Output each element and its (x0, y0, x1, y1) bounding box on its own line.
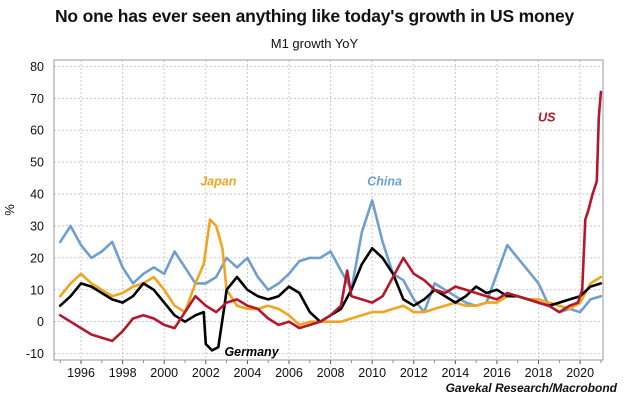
x-tick-label: 1996 (67, 366, 95, 380)
x-tick-label: 2010 (358, 366, 386, 380)
series-line-germany (58, 247, 603, 352)
x-tick-label: 2008 (317, 366, 345, 380)
x-tick-label: 2018 (525, 366, 553, 380)
y-tick-label: 50 (30, 156, 44, 170)
y-tick-label: 60 (30, 124, 44, 138)
x-tick-label: 2020 (566, 366, 594, 380)
y-tick-label: 70 (30, 92, 44, 106)
plot-border (53, 59, 604, 361)
y-tick-label: 20 (30, 251, 44, 265)
series-lines (58, 90, 603, 352)
y-tick-labels: -10 0 10 20 30 40 50 60 70 80 (26, 60, 44, 361)
series-line-us (58, 90, 603, 343)
series-labels: Japan China US Germany (200, 110, 556, 359)
plot-frame (53, 59, 604, 364)
label-japan: Japan (200, 174, 236, 188)
x-tick-label: 2012 (400, 366, 428, 380)
x-tick-labels: 1996 1998 2000 2002 2004 2006 2008 2010 2012 2014… (67, 366, 594, 380)
y-tick-label: 30 (30, 219, 44, 233)
x-tick-label: 2014 (441, 366, 469, 380)
series-line-china (58, 199, 603, 314)
y-tick-label: 0 (37, 315, 44, 329)
chart-subtitle: M1 growth YoY (270, 36, 359, 51)
label-china: China (367, 174, 402, 188)
x-tick-label: 2000 (150, 366, 178, 380)
grid-lines (54, 60, 603, 360)
source-credit: Gavekal Research/Macrobond (445, 381, 617, 395)
y-tick-label: 10 (30, 283, 44, 297)
x-tick-label: 2016 (483, 366, 511, 380)
y-tick-label: 40 (30, 188, 44, 202)
label-germany: Germany (224, 345, 279, 359)
label-us: US (538, 110, 556, 124)
x-tick-label: 2004 (233, 366, 261, 380)
y-tick-label: -10 (26, 347, 44, 361)
chart-title: No one has ever seen anything like today… (54, 6, 575, 26)
x-tick-label: 2006 (275, 366, 303, 380)
x-tick-label: 2002 (192, 366, 220, 380)
y-axis-label: % (2, 204, 17, 216)
y-tick-label: 80 (30, 60, 44, 74)
x-tick-label: 1998 (109, 366, 137, 380)
